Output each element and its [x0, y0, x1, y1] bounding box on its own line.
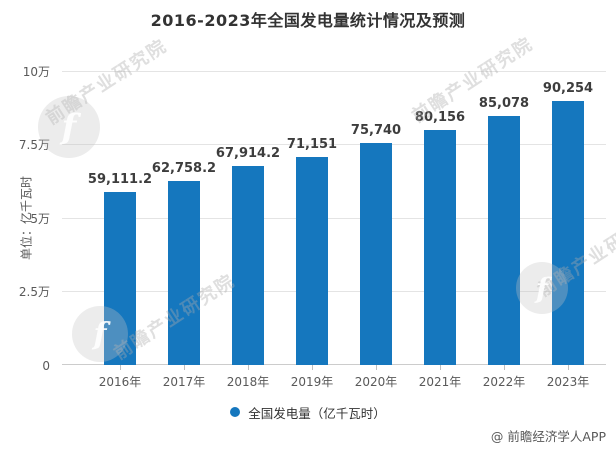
y-tick-label: 5万	[30, 211, 50, 226]
y-tick-label: 7.5万	[18, 138, 50, 153]
x-axis-inner: 2016年 2017年 2018年 2019年 2020年 2021年 2022年 2023年	[88, 365, 600, 397]
gridline	[62, 217, 606, 219]
bar-slot: 71,151	[280, 72, 344, 365]
x-slot: 2023年	[536, 365, 600, 397]
bar	[296, 156, 328, 365]
bar-value-label: 71,151	[286, 136, 338, 152]
footer-credit: @ 前瞻经济学人APP	[490, 429, 606, 444]
bar-slot: 90,254	[536, 72, 600, 365]
x-category-label: 2021年	[418, 375, 462, 389]
gridline	[62, 144, 606, 146]
x-tick-mark	[183, 365, 185, 370]
bar-slot: 80,156	[408, 72, 472, 365]
x-slot: 2018年	[216, 365, 280, 397]
x-tick-mark	[567, 365, 569, 370]
x-slot: 2019年	[280, 365, 344, 397]
y-axis-labels: 0 2.5万 5万 7.5万 10万	[0, 65, 56, 373]
y-tick-label: 10万	[22, 65, 50, 79]
legend: 全国发电量（亿千瓦时）	[0, 402, 616, 422]
x-tick-mark	[375, 365, 377, 370]
bar-slot: 85,078	[472, 72, 536, 365]
bar	[168, 181, 200, 365]
x-category-label: 2020年	[354, 375, 398, 389]
bar-value-label: 85,078	[478, 95, 530, 111]
x-axis-row: 2016年 2017年 2018年 2019年 2020年 2021年 2022年 2023年	[62, 365, 606, 397]
bar-slot: 75,740	[344, 72, 408, 365]
x-slot: 2017年	[152, 365, 216, 397]
x-tick-mark	[311, 365, 313, 370]
x-category-label: 2023年	[546, 375, 590, 389]
x-axis-baseline	[62, 364, 606, 365]
bar-slot: 67,914.2	[216, 72, 280, 365]
bar-value-label: 62,758.2	[151, 161, 217, 177]
x-category-label: 2019年	[290, 375, 334, 389]
gridline	[62, 290, 606, 292]
bar	[552, 100, 584, 365]
x-tick-mark	[503, 365, 505, 370]
x-slot: 2021年	[408, 365, 472, 397]
x-slot: 2022年	[472, 365, 536, 397]
bar-slot: 59,111.2	[88, 72, 152, 365]
x-category-label: 2018年	[226, 375, 270, 389]
plot-area: 59,111.2 62,758.2 67,914.2 71,151 75,740 80,1…	[62, 71, 606, 365]
bar-value-label: 80,156	[414, 110, 466, 126]
x-slot: 2020年	[344, 365, 408, 397]
bar	[104, 191, 136, 365]
x-category-label: 2022年	[482, 375, 526, 389]
bar	[488, 115, 520, 365]
bar	[232, 166, 264, 365]
x-category-label: 2017年	[162, 375, 206, 389]
bar-value-label: 90,254	[542, 80, 594, 96]
x-tick-mark	[439, 365, 441, 370]
gridline	[62, 71, 606, 72]
bar	[360, 143, 392, 365]
y-tick-label: 0	[42, 359, 50, 373]
bars-row: 59,111.2 62,758.2 67,914.2 71,151 75,740 80,1…	[88, 72, 600, 365]
bar-value-label: 75,740	[350, 123, 402, 139]
legend-marker-dot-icon	[230, 407, 241, 417]
x-tick-mark	[119, 365, 121, 370]
chart-title: 2016-2023年全国发电量统计情况及预测	[150, 11, 466, 30]
legend-label: 全国发电量（亿千瓦时）	[248, 405, 386, 421]
bar-slot: 62,758.2	[152, 72, 216, 365]
x-tick-mark	[247, 365, 249, 370]
y-tick-label: 2.5万	[18, 284, 50, 299]
bar-value-label: 67,914.2	[215, 146, 281, 162]
bar-value-label: 59,111.2	[87, 171, 153, 187]
bar	[424, 130, 456, 365]
x-slot: 2016年	[88, 365, 152, 397]
x-category-label: 2016年	[98, 375, 142, 389]
